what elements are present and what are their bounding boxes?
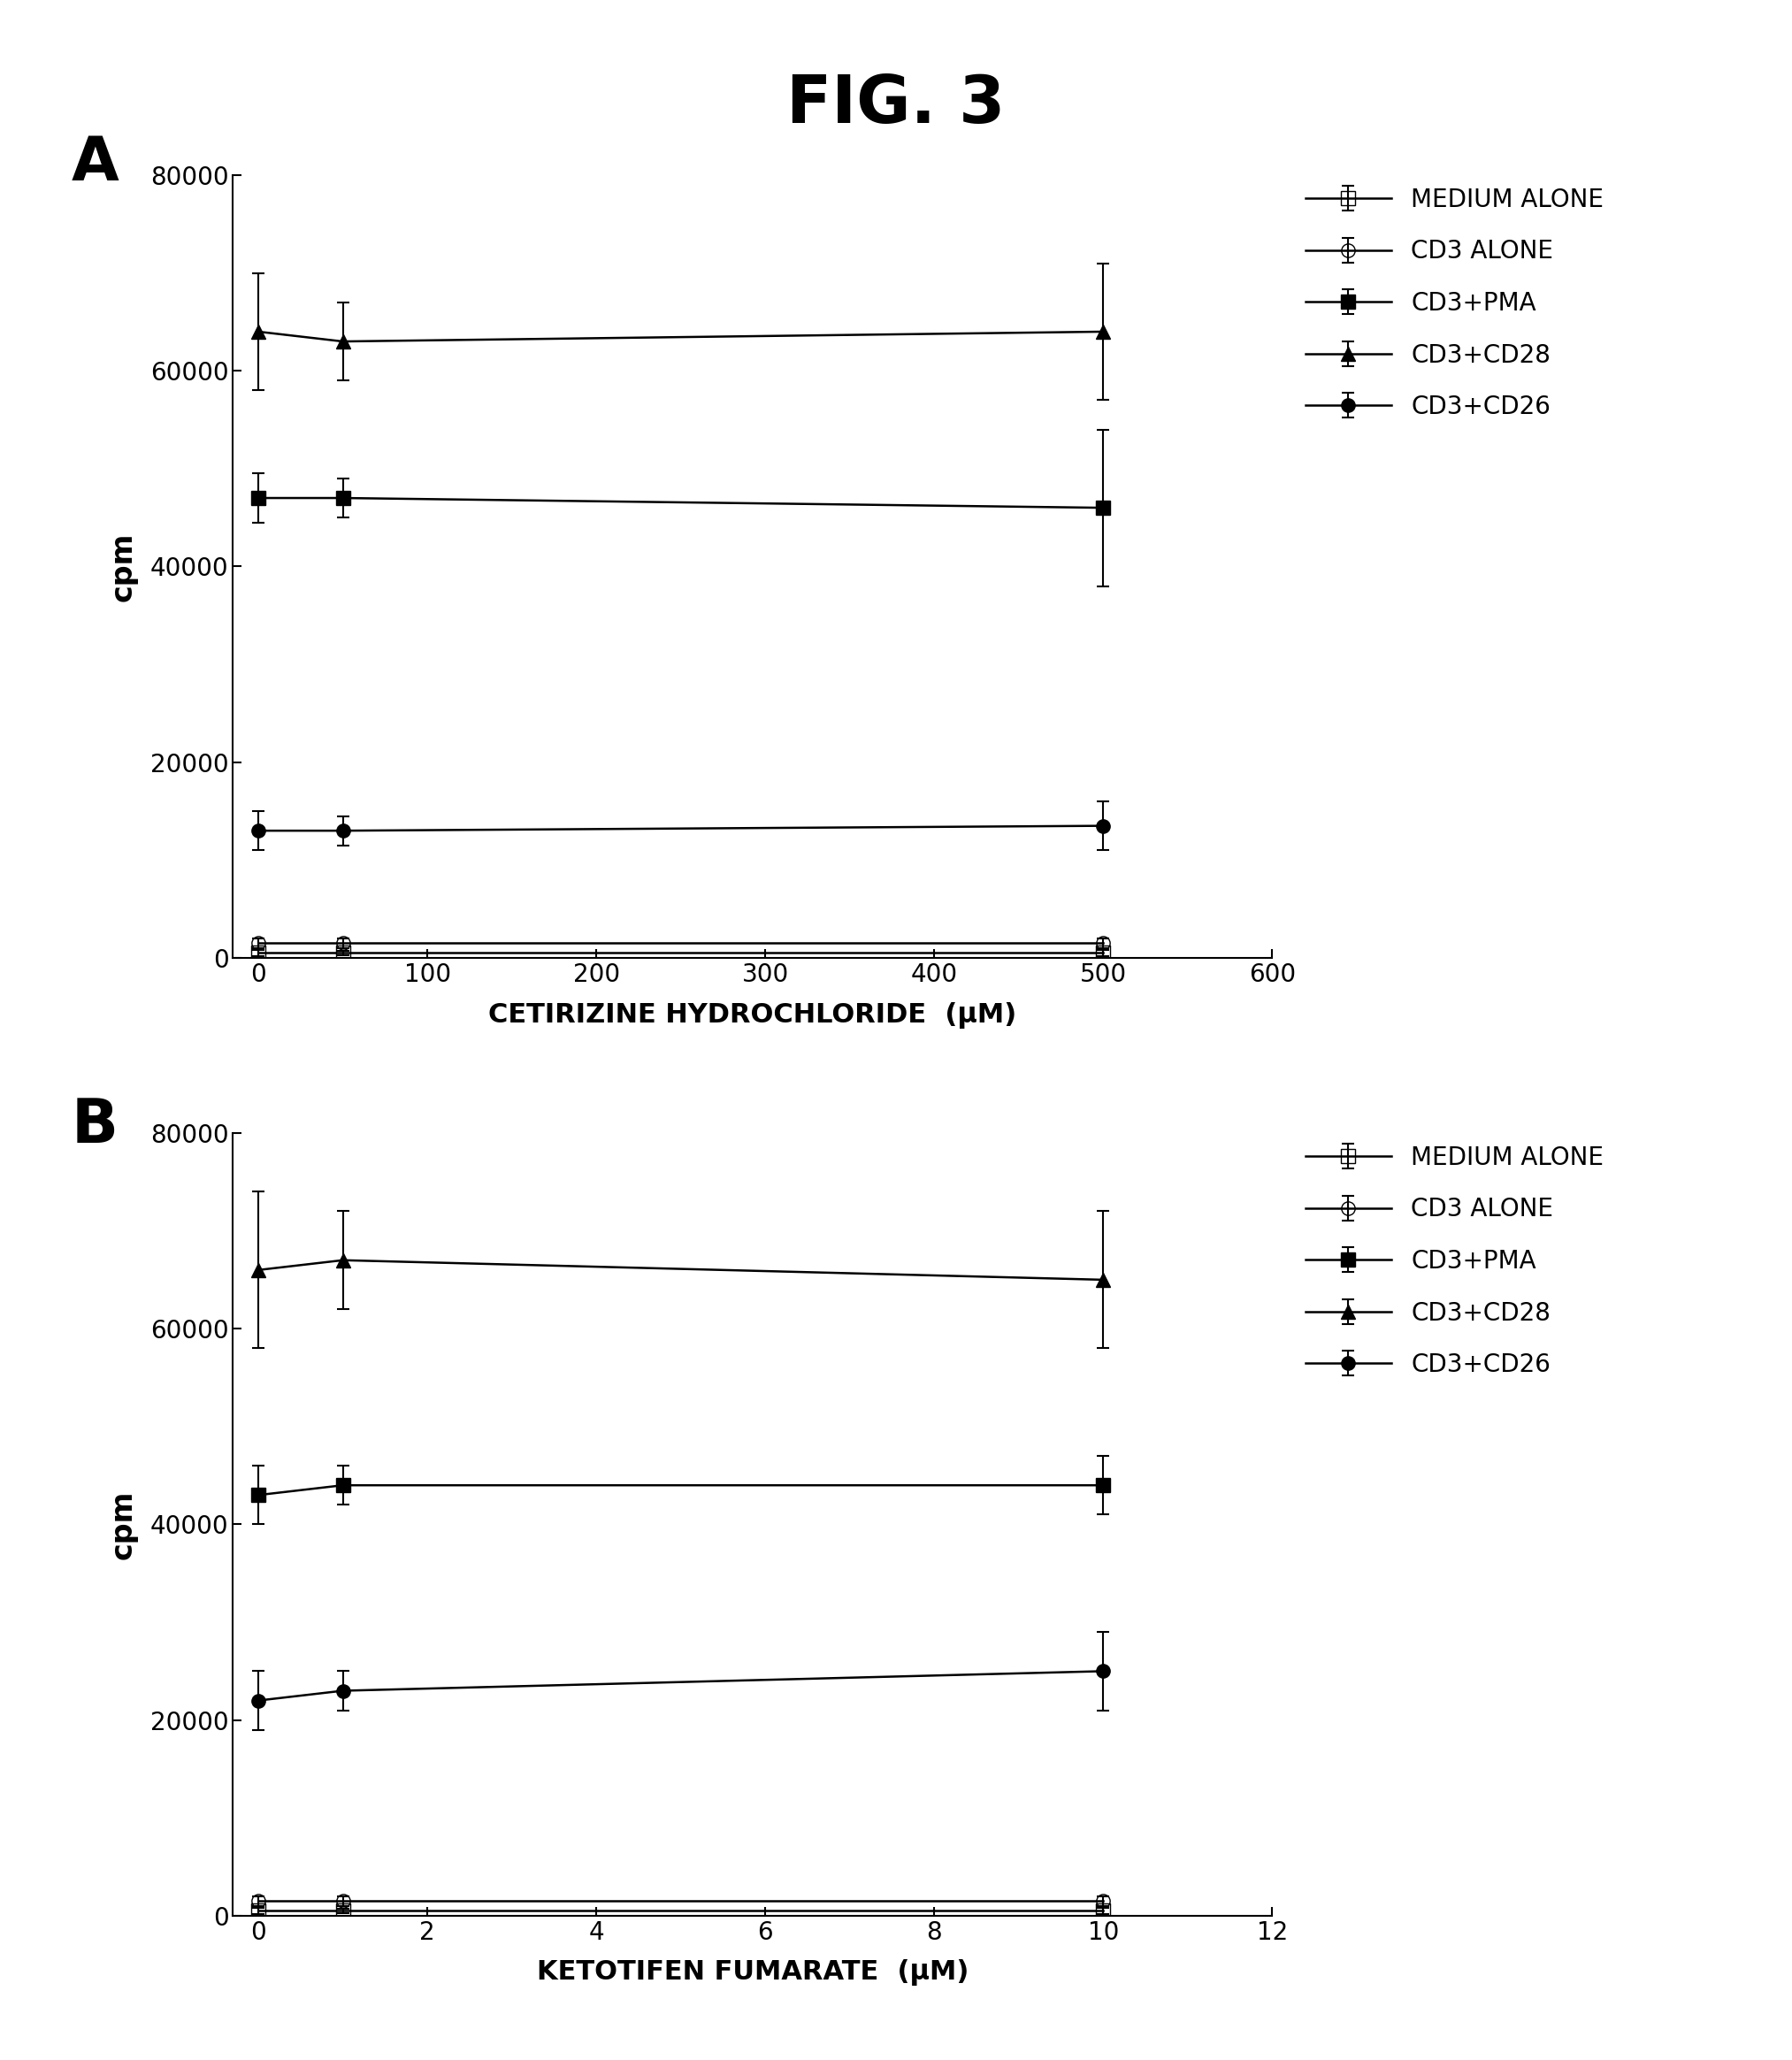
Legend: MEDIUM ALONE, CD3 ALONE, CD3+PMA, CD3+CD28, CD3+CD26: MEDIUM ALONE, CD3 ALONE, CD3+PMA, CD3+CD… <box>1305 187 1604 420</box>
Text: B: B <box>72 1096 118 1156</box>
Text: FIG. 3: FIG. 3 <box>787 72 1005 136</box>
X-axis label: KETOTIFEN FUMARATE  (μM): KETOTIFEN FUMARATE (μM) <box>536 1959 969 1986</box>
Y-axis label: cpm: cpm <box>109 1489 138 1559</box>
Text: A: A <box>72 134 120 194</box>
X-axis label: CETIRIZINE HYDROCHLORIDE  (μM): CETIRIZINE HYDROCHLORIDE (μM) <box>489 1001 1016 1028</box>
Legend: MEDIUM ALONE, CD3 ALONE, CD3+PMA, CD3+CD28, CD3+CD26: MEDIUM ALONE, CD3 ALONE, CD3+PMA, CD3+CD… <box>1305 1145 1604 1378</box>
Y-axis label: cpm: cpm <box>109 531 138 602</box>
